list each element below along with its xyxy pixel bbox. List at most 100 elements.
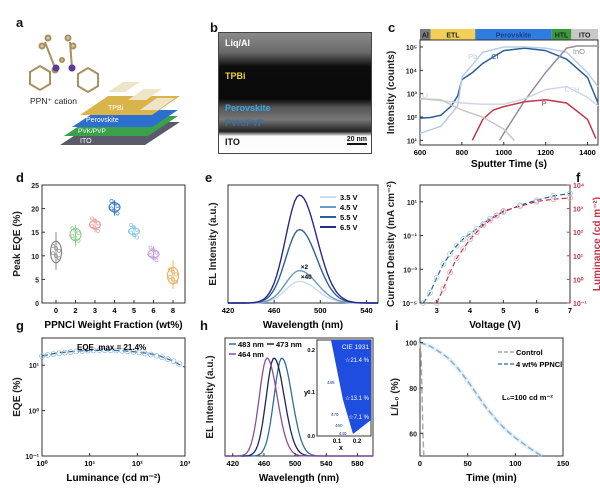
y-tick-label: 10³ <box>573 207 584 214</box>
data-marker <box>124 348 131 355</box>
x-tick-label: 600 <box>414 148 427 157</box>
x-tick-label: 1400 <box>579 148 596 157</box>
y-tick-label: 10⁻¹ <box>573 301 587 308</box>
plot-frame <box>419 184 571 304</box>
data-marker <box>164 356 171 362</box>
data-marker <box>67 349 74 355</box>
data-point <box>154 250 159 255</box>
y-axis-label: EQE (%) <box>12 377 23 416</box>
data-marker <box>440 285 447 292</box>
data-point <box>148 253 153 258</box>
y-tick-label: 0 <box>35 301 39 308</box>
eqe-star-label: ☆13.1 % <box>345 395 370 402</box>
data-marker <box>447 251 453 258</box>
x-tick-label: 1000 <box>495 148 512 157</box>
layer-bar-label: Perovskite <box>496 33 532 40</box>
inset-y-tick: 0.1 <box>307 390 315 396</box>
data-marker <box>447 269 453 276</box>
panel-label-d: d <box>16 170 24 185</box>
y-tick-label: 10¹ <box>407 200 418 207</box>
data-point <box>57 256 61 261</box>
cation-label: PPN⁺ cation <box>30 96 77 106</box>
y-tick-label: 10⁻⁵ <box>402 301 417 308</box>
data-point <box>96 221 100 226</box>
spectrum-line <box>228 280 378 304</box>
wavelength-mark: 470 <box>331 412 339 417</box>
y-axis-label: EL Intensity (a.u.) <box>205 355 216 438</box>
y-tick-label: 10¹ <box>407 138 418 145</box>
scale-annotation: ×40 <box>301 274 312 281</box>
layer-label-perovskite: Perovskite <box>86 117 119 124</box>
x-tick-label: 6 <box>151 306 155 315</box>
x-tick-label: 420 <box>222 306 235 315</box>
data-point <box>115 203 120 208</box>
inset-y-label: y <box>304 390 308 397</box>
x-axis-label: Voltage (V) <box>469 320 520 331</box>
inset-x-tick: 0.1 <box>333 439 342 445</box>
data-point <box>73 228 78 233</box>
layer-bar-segment <box>420 29 431 40</box>
data-point <box>109 198 114 203</box>
legend-label: 4 wt% PPNCl <box>516 360 562 369</box>
layer-label-pvk-pvp: PVK/PVP <box>225 118 265 128</box>
y-tick-label: 80 <box>409 386 417 393</box>
y-tick-label: 10 <box>31 254 39 261</box>
data-point <box>112 201 117 206</box>
y-tick-label: 10¹ <box>29 363 40 370</box>
y-tick-label: 10⁴ <box>573 183 585 190</box>
series-label: Pb <box>468 52 477 61</box>
y-tick-label: 10⁰ <box>28 408 39 416</box>
data-point <box>70 226 75 231</box>
legend-label: 3.5 V <box>340 193 358 202</box>
plot-frame <box>227 184 379 304</box>
y-tick-label: 100 <box>405 341 417 348</box>
series-label: Li <box>422 90 428 99</box>
data-marker <box>550 196 557 203</box>
data-point <box>168 267 172 272</box>
y-tick-label: 20 <box>31 207 39 214</box>
spectrum-line <box>228 194 378 304</box>
data-marker <box>56 350 63 357</box>
y-axis-label: Peak EQE (%) <box>12 211 23 277</box>
x-tick-label: 10³ <box>180 459 191 468</box>
layer-label-perovskite: Perovskite <box>225 103 271 113</box>
legend-label: 473 nm <box>276 340 302 349</box>
data-marker <box>130 348 137 355</box>
y-tick-label: 60 <box>409 431 417 438</box>
series-label: Cl <box>491 52 498 61</box>
panel-label: a <box>16 15 24 30</box>
x-tick-label: 1200 <box>537 148 554 157</box>
data-marker <box>176 361 183 367</box>
layer-bar-segment <box>430 29 476 40</box>
ppn-molecule-illustration: PPN⁺ cation TPBi Perovskite PVK/PVP ITO <box>29 34 180 145</box>
panel-label-i: i <box>395 318 399 333</box>
data-point <box>171 277 175 282</box>
legend-label: 483 nm <box>238 340 264 349</box>
y-axis-label: Intensity (counts) <box>386 51 397 134</box>
spectrum-line <box>225 357 373 457</box>
data-marker <box>453 255 460 262</box>
data-point <box>90 216 94 221</box>
x-axis-label: Wavelength (nm) <box>259 473 339 484</box>
data-marker <box>96 347 103 354</box>
violin-body <box>147 249 160 259</box>
x-tick-label: 10² <box>132 459 143 468</box>
panel-label-g: g <box>16 318 24 333</box>
panel-label-c: c <box>388 20 396 35</box>
layer-label-tpbi: TPBi <box>108 105 124 112</box>
wavelength-mark: 440 <box>339 431 347 436</box>
data-point <box>154 258 159 263</box>
data-marker <box>153 352 160 359</box>
data-point <box>132 225 136 230</box>
layer-bar-label: ITO <box>579 33 591 40</box>
series-label: InO <box>573 47 585 56</box>
legend-label: 4.5 V <box>340 203 358 212</box>
layer-label-ito: ITO <box>80 138 92 145</box>
data-point <box>76 231 81 236</box>
data-marker <box>427 289 433 296</box>
data-point <box>76 238 81 243</box>
layer-bar-label: ETL <box>446 33 460 40</box>
plot-frame <box>41 184 186 304</box>
data-marker <box>487 215 493 222</box>
